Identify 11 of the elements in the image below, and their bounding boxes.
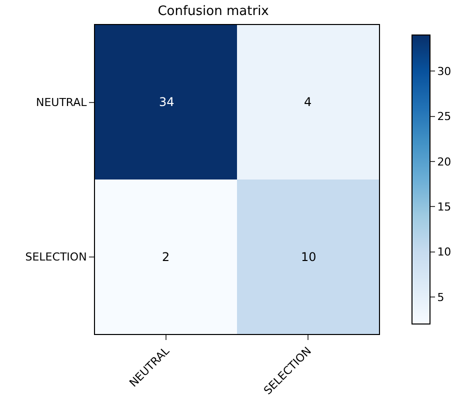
color-bar-label: 30 <box>437 64 452 78</box>
color-bar-label: 15 <box>437 200 452 214</box>
data-label: 10 <box>301 250 316 264</box>
data-label: 4 <box>304 95 312 109</box>
data-label: 2 <box>162 250 170 264</box>
chart-title: Confusion matrix <box>158 4 270 20</box>
color-bar-label: 5 <box>437 290 444 304</box>
data-label: 34 <box>159 95 174 109</box>
color-bar-label: 25 <box>437 110 452 124</box>
color-bar-label: 10 <box>437 246 452 259</box>
color-bar-label: 20 <box>437 155 452 168</box>
